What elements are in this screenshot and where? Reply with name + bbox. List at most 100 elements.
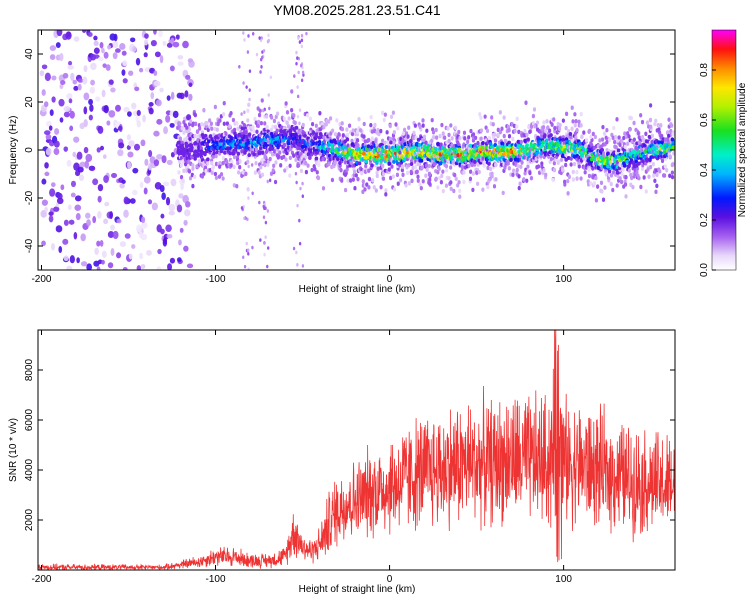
spectrogram-halo-cell [392,140,396,145]
spectrogram-noise-cell [103,218,109,225]
spectrogram-halo-cell [441,188,445,194]
spectrogram-halo-cell [518,181,522,186]
spectrogram-ridge-cell [236,151,241,156]
spectrogram-halo-cell [463,136,467,141]
spectrogram-halo-cell [647,174,651,179]
spectrogram-noise-cell [172,41,180,48]
spectrogram-noise-cell [109,211,114,220]
spectrogram-halo-cell [421,123,425,128]
spectrogram-halo-cell [365,182,369,187]
spectrogram-halo-cell [406,134,410,139]
spectrogram-noise-cell [160,228,165,235]
spectrogram-ridge-cell [642,143,647,148]
spectrogram-noise-cell [49,54,56,61]
spectrogram-noise-cell [68,219,75,225]
spectrogram-noise-cell [107,231,115,238]
spectrogram-halo-cell [450,136,454,141]
spectrogram-halo-cell [182,130,186,135]
spectrogram-halo-cell [667,117,671,122]
spectrogram-halo-cell [483,114,487,119]
spectrogram-halo-cell [471,132,476,137]
spectrogram-halo-cell [275,111,280,116]
spectrogram-halo-cell [611,187,615,193]
spectrogram-halo-cell [206,160,210,166]
spectrogram-halo-cell [318,111,322,116]
spectrogram-halo-cell [299,168,303,174]
spectrogram-ridge-cell [417,142,422,147]
spectrogram-ridge-cell [252,152,257,157]
spectrogram-noise-cell [99,41,104,49]
snr-xlabel: Height of straight line (km) [299,584,416,595]
spectrogram-halo-cell [492,184,497,189]
spectrogram-halo-cell [178,136,183,141]
spectrogram-noise-cell [88,98,93,105]
spectrogram-streak-cell [250,163,254,167]
spectrogram-noise-cell [163,126,168,135]
spectrogram-halo-cell [257,170,261,175]
spectrogram-halo-cell [668,154,672,159]
spectrogram-halo-cell [246,108,250,113]
spectrogram-noise-cell [156,118,163,125]
spectrogram-noise-cell [132,167,139,174]
spectrogram-halo-cell [376,127,380,133]
spectrogram-halo-cell [522,177,526,182]
spectrogram-ridge-cell [523,138,527,143]
spectrogram-halo-cell [438,133,442,139]
spectrogram-ridge-cell [298,142,302,147]
spectrogram-noise-cell [51,96,56,103]
spectrogram-halo-cell [598,138,602,143]
spectrogram-noise-cell [99,240,104,247]
spectrogram-halo-cell [594,175,598,181]
x-tick-label: 100 [555,574,572,585]
spectrogram-streak-cell [299,186,302,191]
spectrogram-halo-cell [536,164,541,169]
spectrogram-halo-cell [564,125,568,131]
spectrogram-ridge-cell [409,139,413,144]
spectrogram-noise-cell [110,224,116,231]
spectrogram-halo-cell [427,172,432,177]
spectrogram-halo-cell [238,159,242,164]
spectrogram-halo-cell [601,124,605,130]
spectrogram-halo-cell [541,125,546,130]
spectrogram-noise-cell [106,120,111,126]
spectrogram-halo-cell [345,132,349,138]
spectrogram-ridge-cell [412,144,416,149]
spectrogram-noise-cell [116,218,122,224]
spectrogram-halo-cell [391,110,396,115]
spectrogram-halo-cell [327,161,331,167]
spectrogram-halo-cell [602,151,606,156]
spectrogram-halo-cell [587,167,591,172]
spectrogram-halo-cell [188,176,193,181]
spectrogram-halo-cell [420,165,424,170]
spectrogram-streak-cell [266,246,270,250]
spectrogram-noise-cell [179,227,184,233]
spectrogram-halo-cell [321,186,326,191]
spectrogram-noise-cell [63,219,69,226]
spectrogram-halo-cell [551,177,555,183]
spectrogram-streak-cell [260,65,263,69]
spectrogram-halo-cell [363,139,367,144]
spectrogram-halo-cell [346,143,350,148]
spectrogram-halo-cell [671,132,675,137]
spectrogram-halo-cell [343,172,348,177]
spectrogram-halo-cell [494,162,498,168]
spectrogram-halo-cell [603,185,607,190]
spectrogram-noise-cell [44,72,51,82]
spectrogram-halo-cell [565,111,569,117]
spectrogram-streak-cell [247,196,250,200]
spectrogram-streak-cell [301,181,304,186]
x-tick-label: -100 [206,274,226,285]
spectrogram-halo-cell [570,105,574,110]
spectrogram-halo-cell [179,174,184,180]
spectrogram-halo-cell [253,170,257,175]
spectrogram-halo-cell [383,112,387,117]
spectrogram-halo-cell [178,121,182,126]
spectrogram-halo-cell [653,178,657,184]
spectrogram-noise-cell [122,78,128,84]
spectrogram-halo-cell [409,169,413,174]
spectrogram-noise-cell [128,253,133,260]
spectrogram-noise-cell [143,52,148,58]
spectrogram-halo-cell [585,137,589,143]
spectrogram-halo-cell [340,126,345,132]
spectrogram-halo-cell [615,117,619,122]
